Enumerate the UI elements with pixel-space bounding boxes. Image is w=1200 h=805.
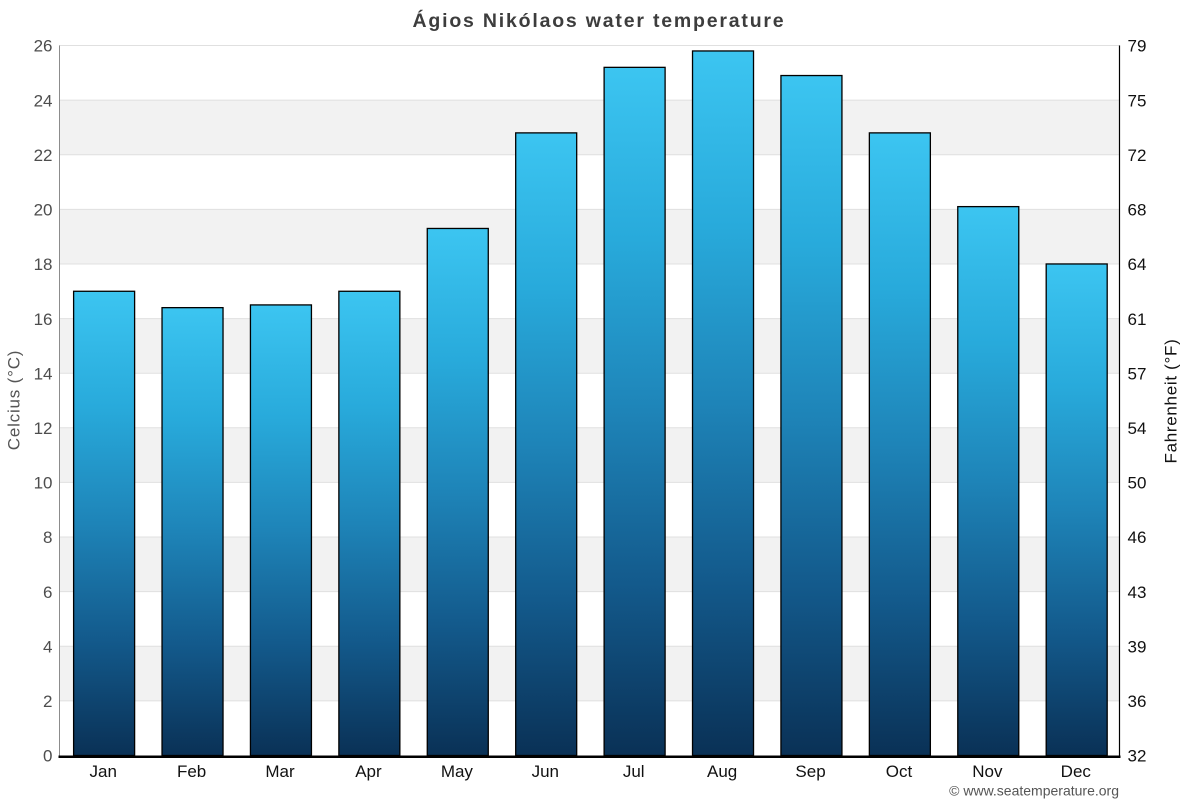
svg-text:64: 64 <box>1128 255 1147 274</box>
svg-text:72: 72 <box>1128 146 1147 165</box>
svg-text:Fahrenheit (°F): Fahrenheit (°F) <box>1162 338 1181 463</box>
svg-text:46: 46 <box>1128 528 1147 547</box>
svg-text:68: 68 <box>1128 201 1147 220</box>
svg-text:14: 14 <box>34 364 53 383</box>
svg-text:12: 12 <box>34 419 53 438</box>
svg-text:Apr: Apr <box>355 762 382 781</box>
svg-text:Feb: Feb <box>177 762 206 781</box>
svg-text:0: 0 <box>43 747 52 766</box>
svg-text:2: 2 <box>43 692 52 711</box>
svg-text:16: 16 <box>34 310 53 329</box>
svg-text:39: 39 <box>1128 637 1147 656</box>
svg-text:May: May <box>441 762 474 781</box>
svg-text:43: 43 <box>1128 583 1147 602</box>
svg-text:32: 32 <box>1128 747 1147 766</box>
svg-text:26: 26 <box>34 37 53 56</box>
svg-text:24: 24 <box>34 91 53 110</box>
svg-text:Jan: Jan <box>89 762 116 781</box>
svg-text:6: 6 <box>43 583 52 602</box>
svg-text:22: 22 <box>34 146 53 165</box>
svg-text:Celcius (°C): Celcius (°C) <box>5 350 24 450</box>
svg-text:54: 54 <box>1128 419 1147 438</box>
svg-text:50: 50 <box>1128 474 1147 493</box>
svg-text:Aug: Aug <box>707 762 737 781</box>
svg-text:4: 4 <box>43 637 52 656</box>
svg-text:57: 57 <box>1128 364 1147 383</box>
svg-text:18: 18 <box>34 255 53 274</box>
svg-text:79: 79 <box>1128 37 1147 56</box>
svg-text:Mar: Mar <box>265 762 295 781</box>
svg-text:Jun: Jun <box>532 762 559 781</box>
svg-text:10: 10 <box>34 474 53 493</box>
svg-text:Jul: Jul <box>623 762 645 781</box>
svg-text:Sep: Sep <box>795 762 825 781</box>
svg-text:36: 36 <box>1128 692 1147 711</box>
svg-text:Oct: Oct <box>886 762 913 781</box>
svg-text:Nov: Nov <box>972 762 1003 781</box>
svg-text:75: 75 <box>1128 91 1147 110</box>
svg-text:© www.seatemperature.org: © www.seatemperature.org <box>949 783 1119 799</box>
svg-text:20: 20 <box>34 201 53 220</box>
svg-text:61: 61 <box>1128 310 1147 329</box>
svg-text:Dec: Dec <box>1061 762 1092 781</box>
svg-text:8: 8 <box>43 528 52 547</box>
svg-text:Ágios Nikólaos water temperatu: Ágios Nikólaos water temperature <box>413 9 786 32</box>
